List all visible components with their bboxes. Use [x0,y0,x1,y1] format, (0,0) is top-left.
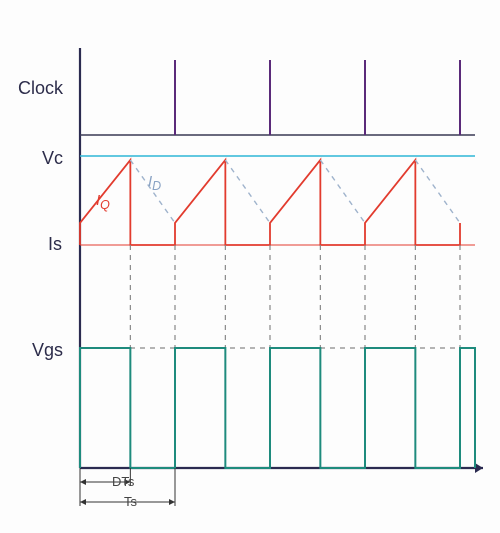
label-ts: Ts [124,494,137,509]
label-vc: Vc [42,148,63,169]
label-dts: DTs [112,474,134,489]
label-iq: IQ [96,192,110,212]
timing-diagram-svg [0,0,500,533]
label-clock: Clock [18,78,63,99]
label-id: ID [148,173,161,193]
timing-diagram-stage: { "diagram": { "type": "timing-diagram",… [0,0,500,533]
label-is: Is [48,234,62,255]
label-vgs: Vgs [32,340,63,361]
